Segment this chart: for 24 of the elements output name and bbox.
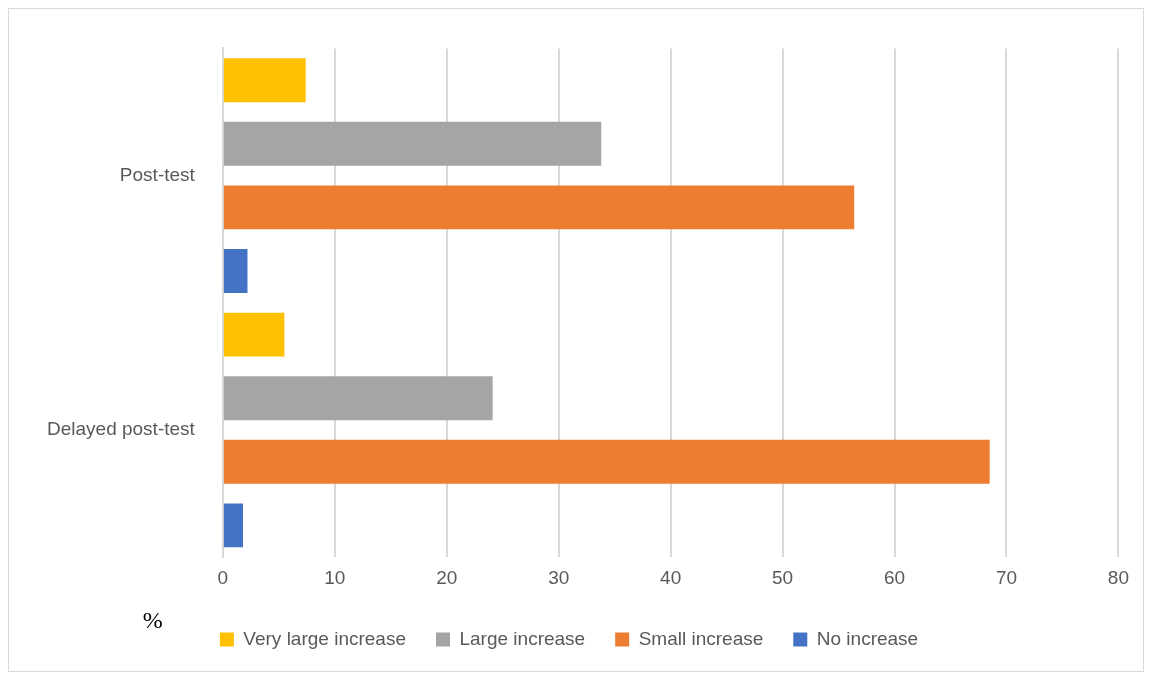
x-tick-label: 0 [217, 566, 229, 588]
legend-label: Large increase [459, 627, 586, 649]
legend-label: Very large increase [243, 627, 406, 649]
bar [223, 185, 855, 230]
x-tick-label: 60 [883, 566, 906, 588]
x-tick-label: 30 [548, 566, 570, 588]
y-tick-label: Delayed post-test [46, 418, 196, 440]
x-tick-label: 80 [1107, 566, 1129, 588]
x-tick-label: 20 [436, 566, 458, 588]
bar [223, 312, 285, 357]
legend-label: No increase [816, 627, 919, 649]
x-tick-label: 70 [995, 566, 1018, 588]
bar [223, 503, 243, 548]
x-axis-title: % [142, 607, 163, 634]
x-tick-label: 10 [324, 566, 346, 588]
x-tick-label: 50 [772, 566, 794, 588]
bar [223, 58, 306, 103]
bar [223, 121, 602, 166]
bar [223, 439, 990, 484]
x-tick-label: 40 [660, 566, 682, 588]
y-tick-label: Post-test [119, 163, 196, 185]
bar [223, 249, 248, 293]
legend-label: Small increase [638, 627, 764, 649]
bar [223, 376, 493, 421]
